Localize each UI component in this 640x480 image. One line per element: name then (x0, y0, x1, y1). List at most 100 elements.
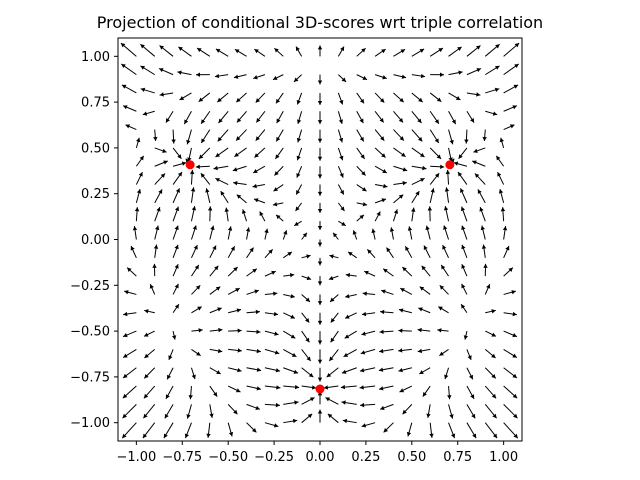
quiver-arrow (337, 166, 344, 178)
x-tick-label: −0.75 (162, 450, 202, 465)
quiver-arrow (228, 308, 242, 314)
quiver-arrow (411, 165, 427, 171)
quiver-arrow (228, 348, 242, 353)
quiver-arrow (393, 74, 407, 79)
quiver-arrow (379, 329, 394, 335)
quiver-arrow (144, 309, 155, 314)
quiver-arrow (393, 165, 408, 172)
quiver-arrow (418, 307, 431, 314)
quiver-arrow (296, 92, 303, 105)
y-tick-label: −0.25 (70, 279, 110, 294)
quiver-arrow (429, 188, 435, 203)
quiver-arrow (122, 330, 137, 338)
quiver-arrow (398, 367, 412, 373)
x-tick-label: 0.00 (306, 450, 335, 465)
quiver-arrow (215, 147, 229, 158)
quiver-arrow (463, 330, 469, 340)
quiver-arrow (484, 422, 498, 439)
quiver-arrow (393, 147, 406, 158)
quiver-arrow (421, 265, 431, 277)
quiver-arrow (406, 422, 413, 437)
quiver-arrow (124, 290, 137, 295)
quiver-arrow (217, 92, 229, 103)
quiver-arrow (283, 400, 299, 405)
quiver-arrow (172, 303, 180, 314)
quiver-arrow (274, 165, 284, 176)
quiver-arrow (503, 422, 519, 439)
quiver-arrow (134, 207, 140, 222)
quiver-arrow (190, 225, 197, 240)
quiver-arrow (473, 147, 486, 153)
quiver-arrow (172, 161, 187, 167)
quiver-arrow (498, 189, 505, 203)
quiver-arrow (246, 329, 261, 335)
quiver-arrow (126, 267, 137, 277)
quiver-arrow (209, 265, 219, 277)
quiver-arrow (362, 291, 376, 296)
quiver-arrow (419, 367, 431, 375)
quiver-arrow (485, 110, 498, 116)
quiver-arrow (140, 43, 156, 57)
quiver-arrow (178, 46, 192, 57)
quiver-arrow (484, 367, 497, 379)
quiver-arrow (295, 202, 303, 212)
quiver-arrow (264, 311, 279, 317)
quiver-arrow (200, 110, 211, 125)
quiver-arrow (283, 418, 298, 424)
quiver-arrow (135, 155, 145, 167)
quiver-arrow (241, 209, 248, 222)
quiver-arrow (254, 147, 266, 158)
quiver-arrow (482, 129, 487, 142)
quiver-arrow (466, 422, 477, 439)
quiver-arrow (360, 348, 376, 355)
quiver-arrow (121, 422, 137, 439)
quiver-arrow (217, 129, 229, 142)
quiver-arrow (209, 327, 223, 333)
quiver-arrow (499, 137, 505, 149)
marker-point (185, 160, 195, 170)
quiver-arrow (191, 284, 201, 295)
quiver-arrow (207, 206, 213, 222)
quiver-arrow (149, 284, 156, 295)
quiver-arrow (195, 164, 210, 170)
quiver-arrow (374, 74, 387, 80)
x-tick-label: 1.00 (489, 450, 518, 465)
quiver-arrow (172, 225, 179, 240)
quiver-arrow (209, 307, 222, 314)
points-layer (185, 160, 455, 394)
quiver-arrow (206, 422, 211, 438)
quiver-arrow (457, 171, 468, 185)
quiver-arrow (466, 68, 482, 76)
quiver-arrow (191, 348, 201, 357)
quiver-arrow (466, 349, 472, 361)
quiver-arrow (191, 244, 198, 259)
quiver-arrow (283, 312, 296, 319)
quiver-arrow (264, 422, 279, 428)
quiver-arrow (341, 400, 357, 405)
quiver-arrow (344, 312, 357, 319)
quiver-arrow (417, 327, 431, 333)
quiver-arrow (282, 251, 293, 259)
quiver-arrow (337, 147, 344, 161)
quiver-arrow (342, 418, 357, 424)
y-tick-label: 1.00 (81, 50, 110, 65)
quiver-arrow (444, 187, 450, 203)
quiver-arrow (503, 348, 518, 359)
quiver-arrow (323, 385, 339, 390)
quiver-arrow (198, 92, 211, 103)
quiver-arrow (190, 367, 196, 380)
quiver-arrow (379, 348, 394, 354)
quiver-arrow (430, 72, 445, 77)
quiver-arrow (417, 348, 431, 354)
quiver-arrow (196, 47, 211, 57)
quiver-arrow (123, 311, 137, 317)
quiver-arrow (301, 294, 311, 303)
quiver-arrow (317, 221, 323, 231)
quiver-arrow (464, 129, 469, 144)
quiver-arrow (460, 188, 468, 204)
quiver-arrow (448, 147, 453, 162)
quiver-arrow (190, 187, 196, 203)
marker-point (445, 160, 455, 170)
y-tick-label: 0.75 (81, 96, 110, 111)
quiver-arrow (143, 404, 156, 419)
